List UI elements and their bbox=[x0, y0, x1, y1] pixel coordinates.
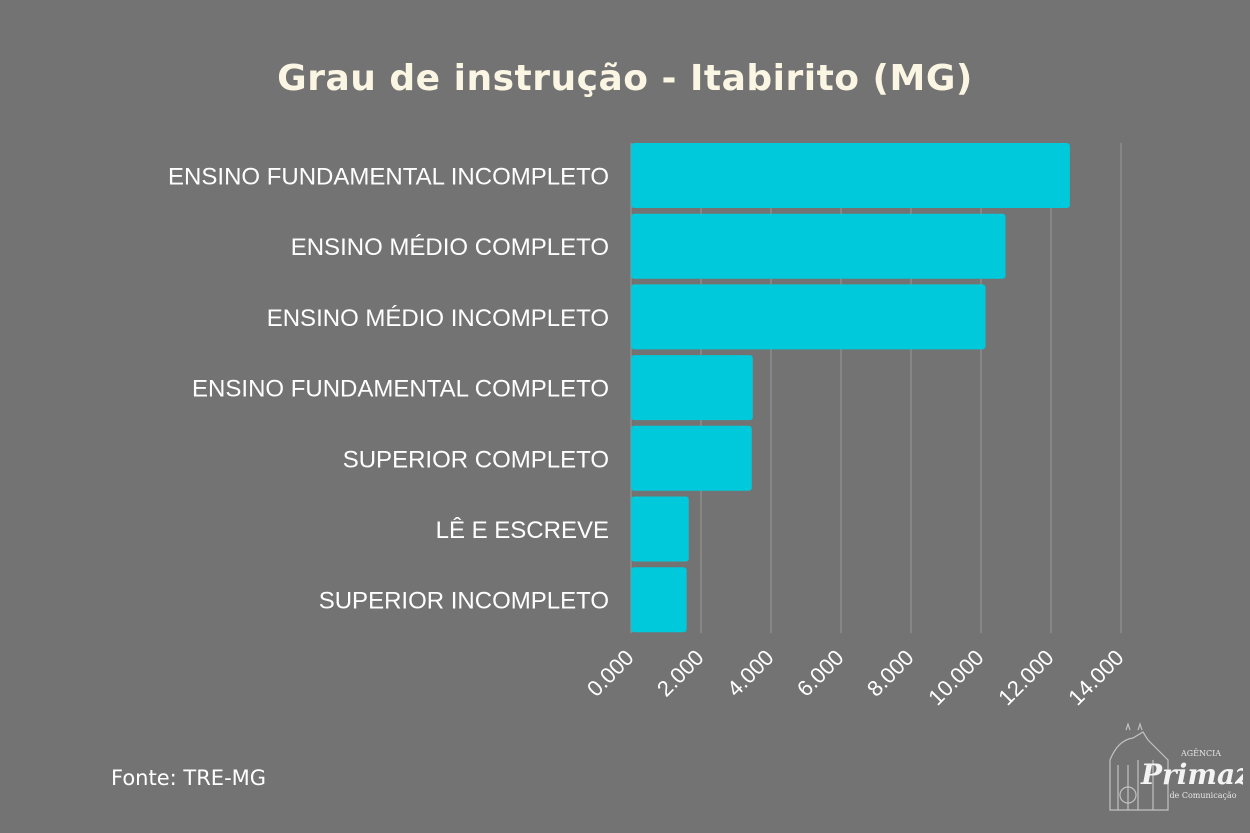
bar bbox=[631, 213, 1006, 279]
category-label: ENSINO MÉDIO INCOMPLETO bbox=[267, 305, 609, 332]
bar bbox=[631, 355, 753, 421]
chart-title: Grau de instrução - Itabirito (MG) bbox=[277, 58, 973, 99]
category-label: SUPERIOR INCOMPLETO bbox=[319, 588, 609, 615]
bar bbox=[631, 143, 1070, 208]
category-label: ENSINO FUNDAMENTAL COMPLETO bbox=[192, 376, 609, 403]
bar-chart: ENSINO FUNDAMENTAL INCOMPLETO ENSINO MÉDI… bbox=[168, 143, 1129, 710]
svg-text:Primaz: Primaz bbox=[1140, 758, 1243, 791]
bars bbox=[631, 143, 1070, 633]
x-tick-label: 14.000 bbox=[1063, 645, 1128, 710]
category-label: ENSINO MÉDIO COMPLETO bbox=[291, 234, 609, 261]
source-note: Fonte: TRE-MG bbox=[111, 766, 267, 790]
bar bbox=[631, 496, 689, 562]
x-axis-ticks: 0.000 2.000 4.000 6.000 8.000 10.000 12.000 14.… bbox=[582, 645, 1129, 710]
category-labels: ENSINO FUNDAMENTAL INCOMPLETO ENSINO MÉDI… bbox=[168, 164, 609, 615]
x-tick-label: 12.000 bbox=[993, 645, 1058, 710]
svg-text:de Comunicação: de Comunicação bbox=[1169, 791, 1236, 800]
x-tick-label: 0.000 bbox=[582, 645, 639, 702]
bar bbox=[631, 425, 752, 491]
x-tick-label: 6.000 bbox=[792, 645, 849, 702]
x-tick-label: 4.000 bbox=[722, 645, 779, 702]
bar bbox=[631, 567, 687, 633]
x-tick-label: 2.000 bbox=[652, 645, 709, 702]
agencia-primaz-logo: AGÊNCIA Primaz de Comunicação bbox=[1109, 722, 1243, 811]
category-label: ENSINO FUNDAMENTAL INCOMPLETO bbox=[168, 164, 609, 191]
svg-text:AGÊNCIA: AGÊNCIA bbox=[1180, 749, 1221, 758]
category-label: SUPERIOR COMPLETO bbox=[343, 446, 609, 473]
x-tick-label: 10.000 bbox=[923, 645, 988, 710]
x-tick-label: 8.000 bbox=[862, 645, 919, 702]
category-label: LÊ E ESCREVE bbox=[436, 517, 609, 544]
bar bbox=[631, 284, 986, 350]
